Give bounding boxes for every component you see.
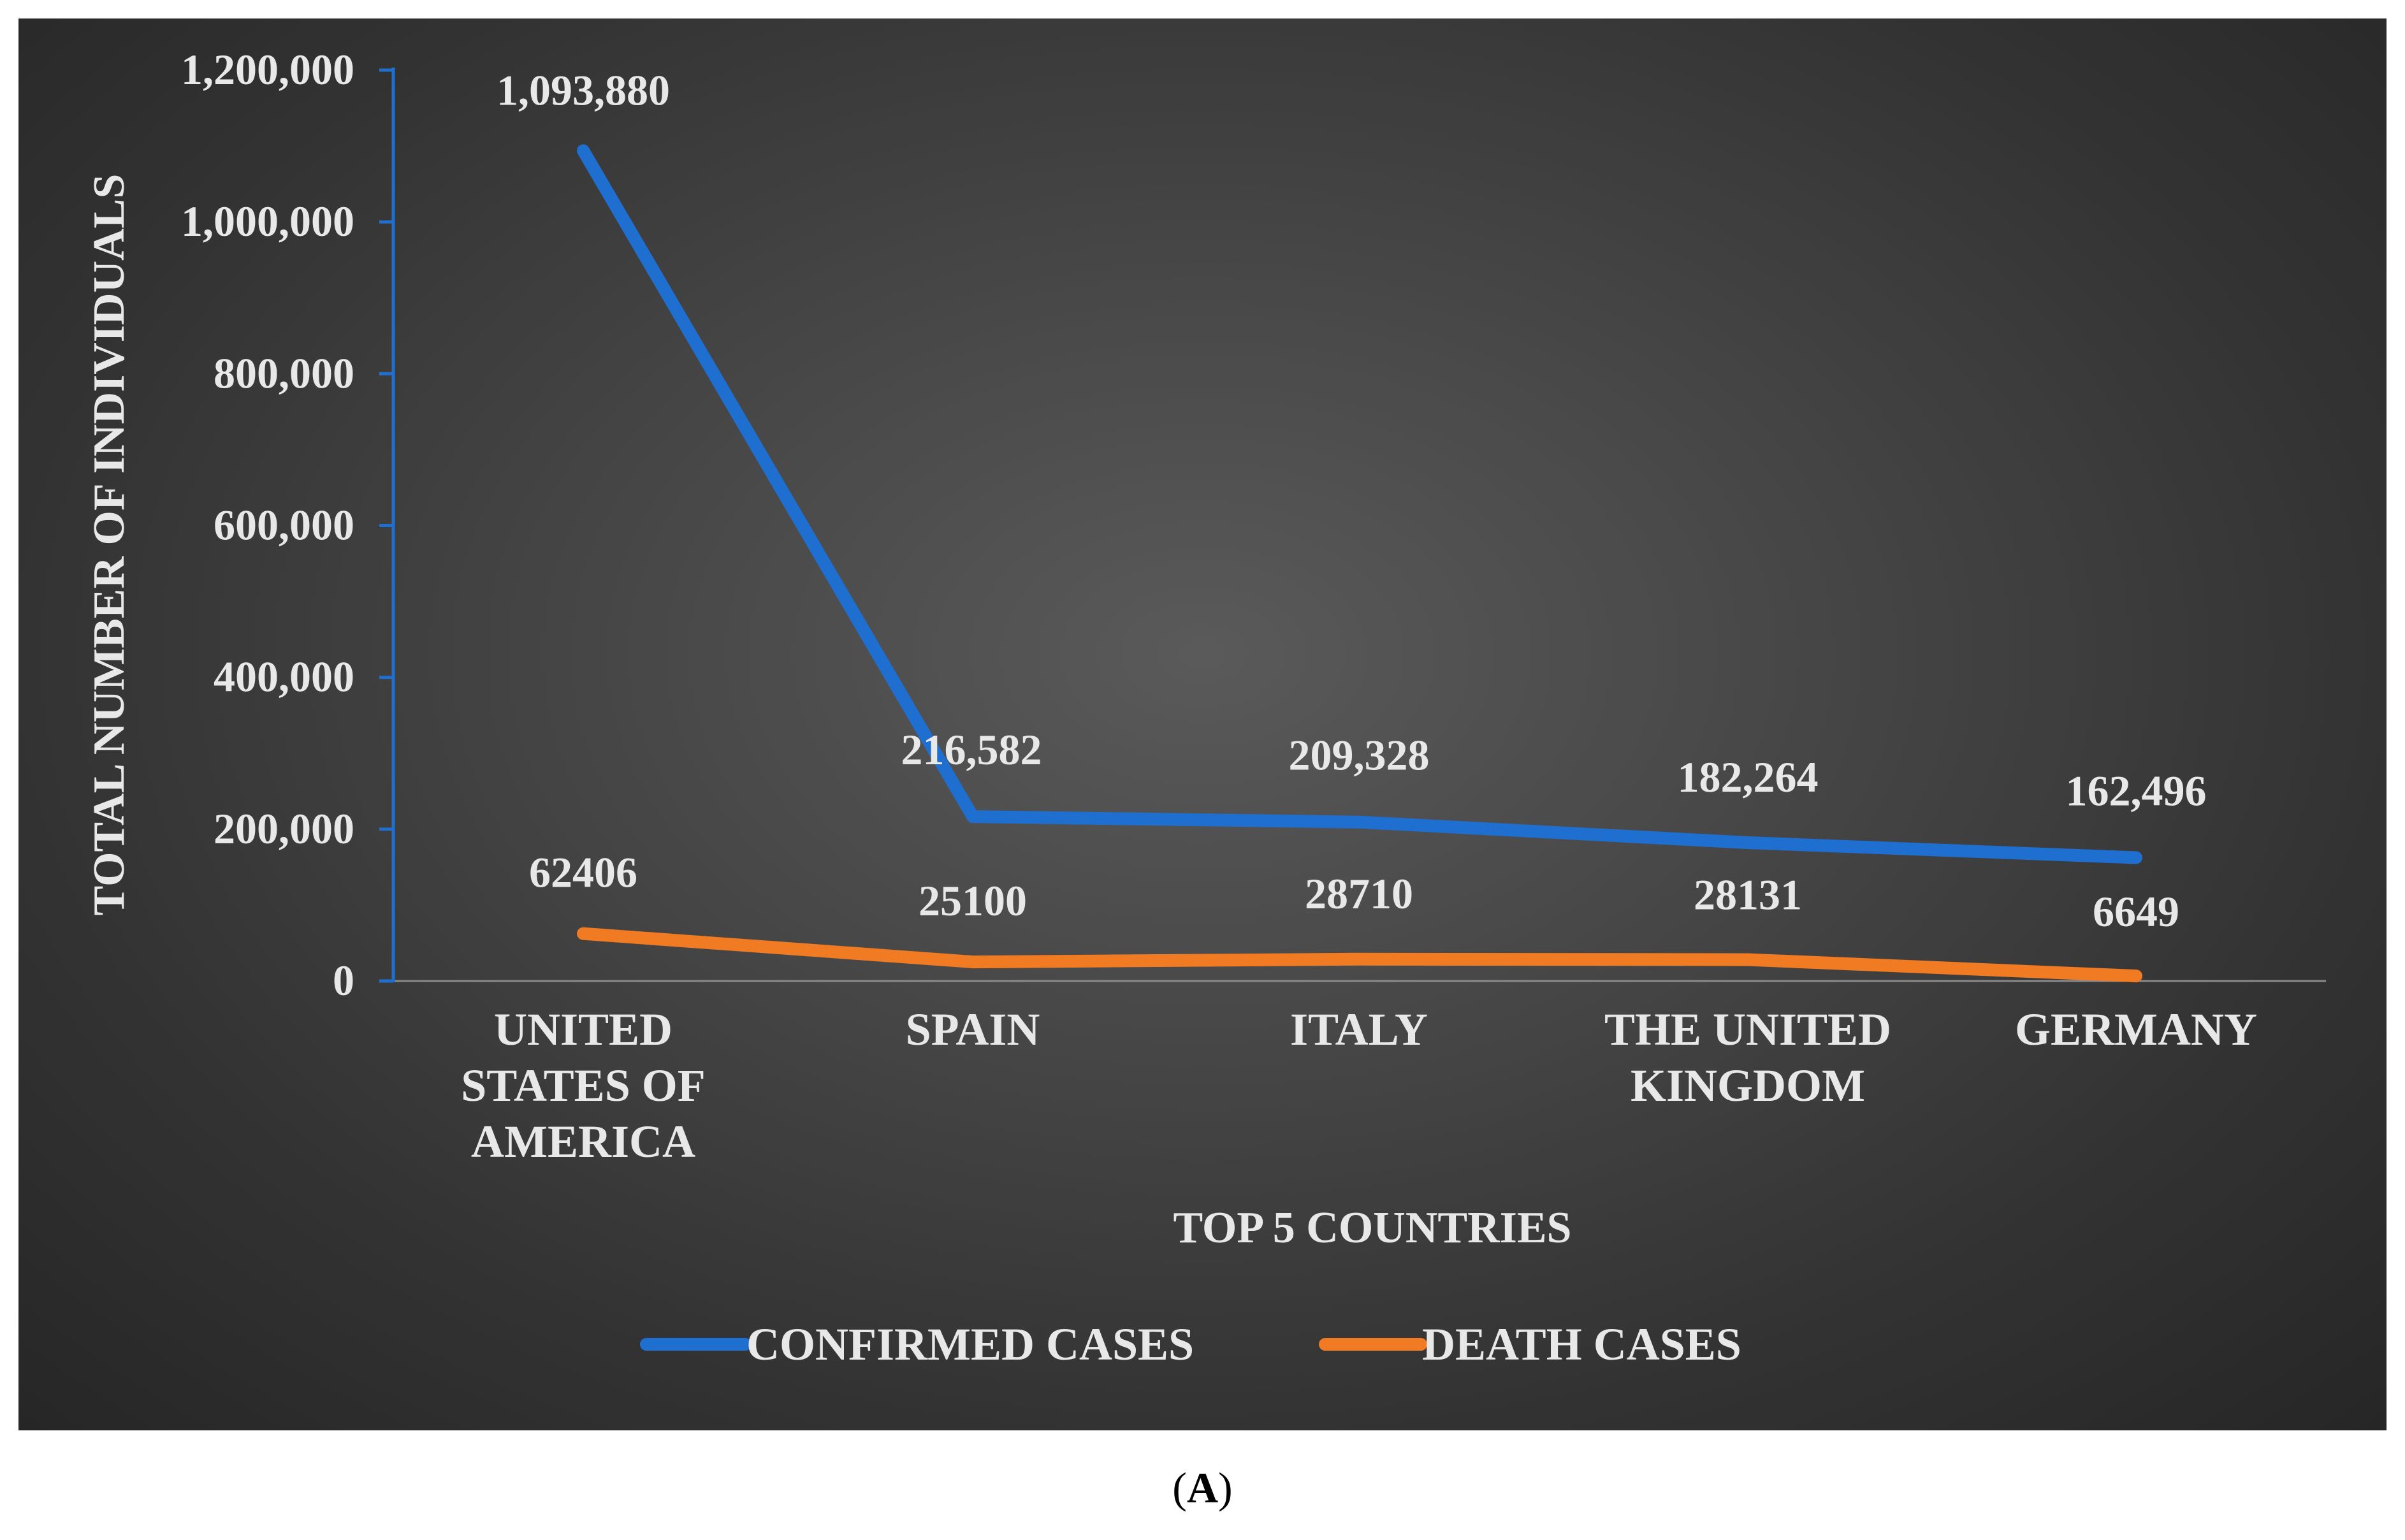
death-data-label: 28131 (1694, 871, 1802, 919)
x-tick-label: AMERICA (471, 1116, 695, 1167)
legend-label-confirmed: CONFIRMED CASES (746, 1319, 1194, 1370)
x-tick-label: GERMANY (2015, 1004, 2257, 1055)
y-tick-label: 800,000 (214, 349, 354, 397)
series-line-confirmed (577, 144, 2142, 864)
confirmed-data-label: 209,328 (1289, 731, 1430, 780)
y-tick-label: 600,000 (214, 501, 354, 549)
chart-panel: 0 200,000 400,000 600,000 800,000 1,000,000 1,… (18, 18, 2387, 1430)
death-data-label: 62406 (529, 848, 637, 897)
panel-letter: A (1186, 1464, 1219, 1512)
death-data-label: 6649 (2093, 887, 2179, 936)
y-tick-label: 1,200,000 (181, 45, 354, 94)
y-tick-label: 0 (333, 956, 354, 1005)
x-tick-label: UNITED (494, 1004, 672, 1055)
series-line-death (577, 927, 2142, 983)
confirmed-data-label: 1,093,880 (497, 66, 670, 114)
y-tick-label: 200,000 (214, 804, 354, 853)
line-chart: 0 200,000 400,000 600,000 800,000 1,000,000 1,… (85, 45, 2326, 1370)
confirmed-data-label: 216,582 (901, 725, 1042, 774)
y-axis-title: TOTAL NUMBER OF INDIVIDUALS (85, 174, 134, 916)
x-tick-label: THE UNITED (1604, 1004, 1891, 1055)
x-tick-label: KINGDOM (1631, 1060, 1865, 1111)
confirmed-data-label: 162,496 (2066, 766, 2207, 815)
panel-label: (A) (1172, 1464, 1233, 1512)
y-tick-label: 400,000 (214, 653, 354, 701)
x-axis-title: TOP 5 COUNTRIES (1173, 1203, 1572, 1253)
death-data-label: 25100 (919, 876, 1027, 925)
legend-label-death: DEATH CASES (1422, 1319, 1741, 1370)
y-tick-label: 1,000,000 (181, 197, 354, 245)
confirmed-data-label: 182,264 (1678, 753, 1819, 801)
x-tick-label: STATES OF (461, 1060, 705, 1111)
x-tick-label: SPAIN (906, 1004, 1040, 1055)
death-data-label: 28710 (1305, 869, 1413, 918)
x-tick-label: ITALY (1290, 1004, 1428, 1055)
